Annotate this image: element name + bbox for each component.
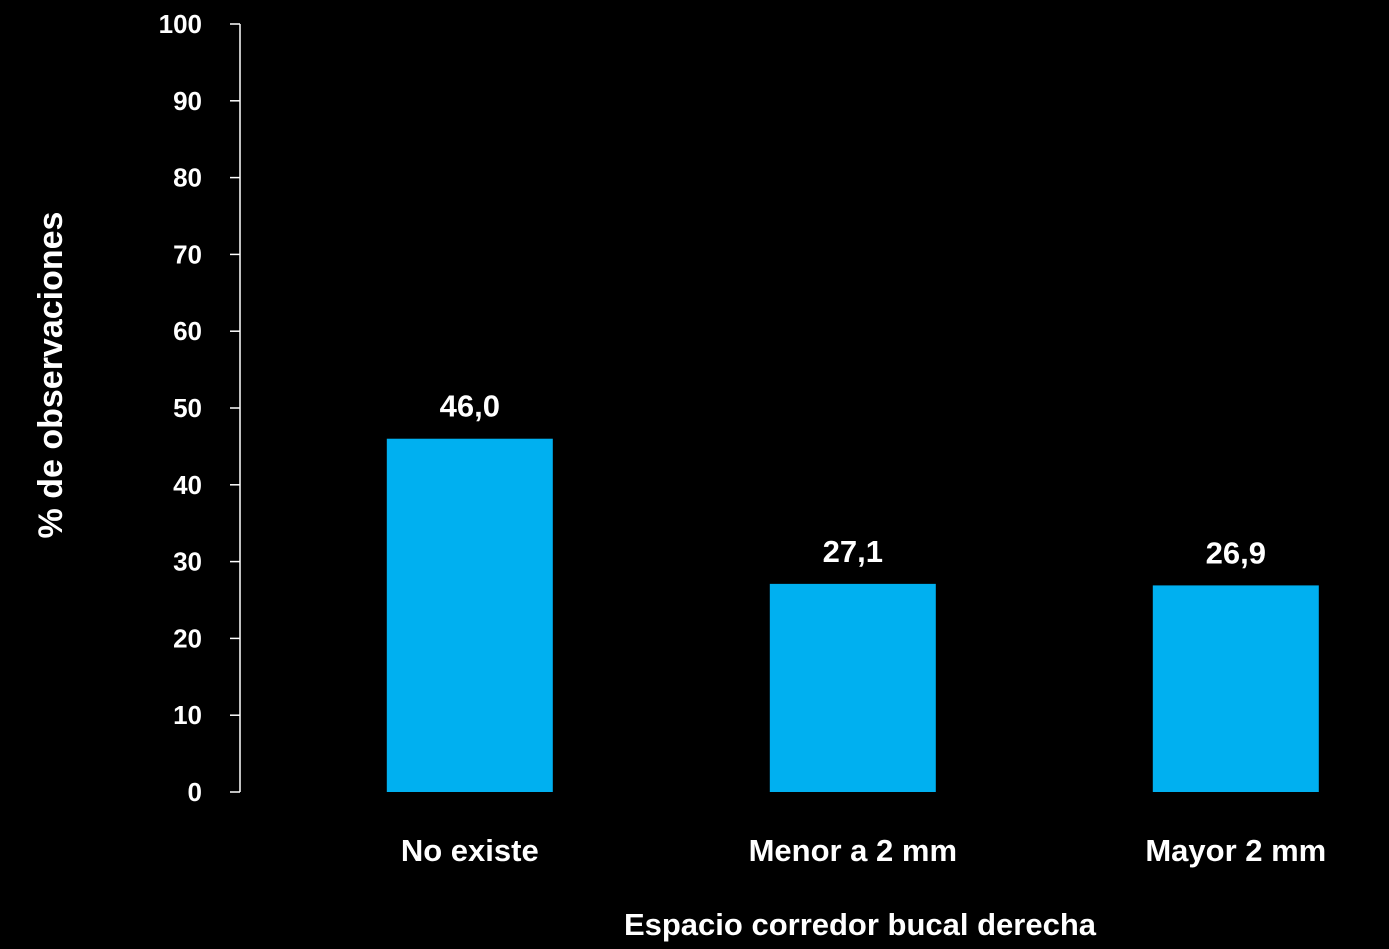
x-axis-title: Espacio corredor bucal derecha — [624, 907, 1097, 942]
y-tick-label: 10 — [173, 700, 202, 730]
category-label: No existe — [401, 833, 539, 868]
y-tick-label: 100 — [159, 9, 202, 39]
y-tick-label: 90 — [173, 86, 202, 116]
category-label: Mayor 2 mm — [1145, 833, 1326, 868]
data-label: 26,9 — [1206, 535, 1266, 570]
bar — [769, 583, 936, 792]
data-labels: 46,0 27,1 26,9 — [440, 389, 1266, 571]
data-label: 27,1 — [823, 534, 883, 569]
y-ticks — [230, 23, 240, 793]
y-tick-label: 40 — [173, 470, 202, 500]
bar — [386, 438, 553, 792]
y-tick-label: 30 — [173, 547, 202, 577]
y-tick-label: 20 — [173, 623, 202, 653]
category-label: Menor a 2 mm — [749, 833, 957, 868]
y-axis: 0 10 20 30 40 50 60 70 80 90 100 — [159, 9, 241, 807]
y-axis-title: % de observaciones — [32, 212, 70, 539]
y-tick-label: 80 — [173, 163, 202, 193]
y-tick-label: 0 — [188, 777, 202, 807]
y-tick-label: 70 — [173, 239, 202, 269]
bar — [1152, 585, 1319, 792]
y-tick-labels: 0 10 20 30 40 50 60 70 80 90 100 — [159, 9, 202, 807]
bars — [386, 438, 1319, 792]
data-label: 46,0 — [440, 389, 500, 424]
y-tick-label: 60 — [173, 316, 202, 346]
category-labels: No existe Menor a 2 mm Mayor 2 mm — [401, 833, 1326, 868]
y-tick-label: 50 — [173, 393, 202, 423]
